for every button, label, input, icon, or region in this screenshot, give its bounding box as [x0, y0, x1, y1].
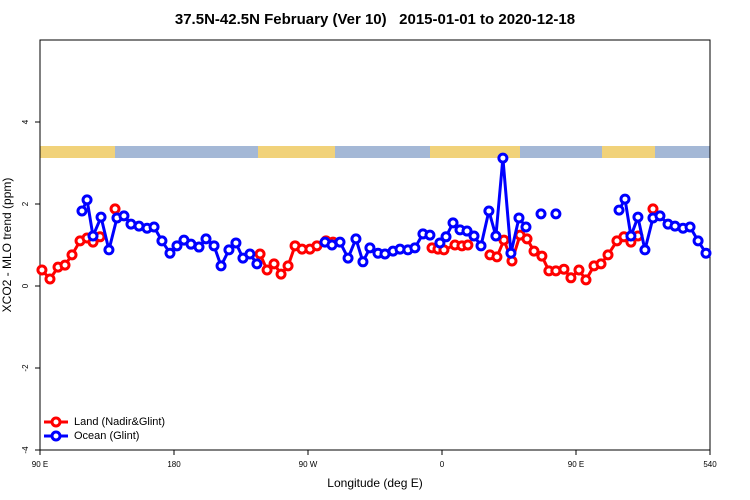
- y-axis-label: XCO2 - MLO trend (ppm): [0, 178, 14, 313]
- point: [66, 249, 78, 261]
- chart-title: 37.5N-42.5N February (Ver 10) 2015-01-01…: [175, 11, 575, 28]
- point: [208, 240, 220, 252]
- x-tick-label: 540: [703, 460, 717, 469]
- point: [468, 230, 480, 242]
- point: [76, 205, 88, 217]
- point: [268, 258, 280, 270]
- point: [230, 237, 242, 249]
- point: [251, 258, 263, 270]
- point: [513, 212, 525, 224]
- point: [462, 239, 474, 251]
- point: [619, 193, 631, 205]
- plot-frame: [39, 39, 711, 451]
- point: [535, 208, 547, 220]
- point: [602, 249, 614, 261]
- point: [87, 230, 99, 242]
- point: [498, 234, 510, 246]
- point: [580, 274, 592, 286]
- y-tick-label: -2: [21, 364, 30, 372]
- point: [364, 242, 376, 254]
- point: [573, 264, 585, 276]
- point: [684, 221, 696, 233]
- point: [424, 229, 436, 241]
- point: [521, 233, 533, 245]
- point: [118, 210, 130, 222]
- point: [350, 233, 362, 245]
- point: [632, 211, 644, 223]
- point: [447, 217, 459, 229]
- point: [109, 203, 121, 215]
- point: [223, 244, 235, 256]
- point: [357, 256, 369, 268]
- y-tick-label: 4: [21, 119, 30, 124]
- point: [613, 204, 625, 216]
- x-tick-label: 90 E: [32, 460, 48, 469]
- point: [565, 272, 577, 284]
- point: [475, 240, 487, 252]
- point: [81, 194, 93, 206]
- point: [647, 203, 659, 215]
- point: [497, 152, 509, 164]
- point: [550, 208, 562, 220]
- x-tick-label: 0: [440, 460, 445, 469]
- legend-marker: [50, 430, 62, 442]
- point: [700, 247, 712, 259]
- y-tick-label: -4: [21, 446, 30, 454]
- point: [409, 242, 421, 254]
- point: [244, 248, 256, 260]
- legend-label: Land (Nadir&Glint): [74, 416, 165, 428]
- point: [461, 225, 473, 237]
- point: [342, 252, 354, 264]
- x-tick-label: 90 W: [299, 460, 318, 469]
- point: [491, 251, 503, 263]
- point: [334, 236, 346, 248]
- point: [692, 235, 704, 247]
- point: [520, 221, 532, 233]
- point: [44, 273, 56, 285]
- point: [639, 244, 651, 256]
- point: [36, 264, 48, 276]
- point: [595, 258, 607, 270]
- point: [536, 250, 548, 262]
- point: [148, 221, 160, 233]
- map-strip: [40, 146, 710, 158]
- point: [59, 259, 71, 271]
- point: [95, 211, 107, 223]
- point: [156, 235, 168, 247]
- point: [490, 230, 502, 242]
- point: [528, 245, 540, 257]
- point: [505, 247, 517, 259]
- point: [282, 260, 294, 272]
- point: [261, 264, 273, 276]
- y-tick-label: 2: [21, 201, 30, 206]
- legend-label: Ocean (Glint): [74, 430, 139, 442]
- x-tick-label: 90 E: [568, 460, 584, 469]
- point: [625, 230, 637, 242]
- x-tick-label: 180: [167, 460, 181, 469]
- point: [434, 237, 446, 249]
- point: [164, 247, 176, 259]
- point: [483, 205, 495, 217]
- point: [193, 241, 205, 253]
- legend-marker: [50, 416, 62, 428]
- point: [275, 268, 287, 280]
- point: [200, 233, 212, 245]
- point: [171, 240, 183, 252]
- point: [103, 244, 115, 256]
- point: [558, 263, 570, 275]
- point: [440, 231, 452, 243]
- point: [254, 248, 266, 260]
- x-axis-label: Longitude (deg E): [327, 476, 422, 490]
- y-tick-label: 0: [21, 283, 30, 288]
- point: [215, 260, 227, 272]
- point: [654, 210, 666, 222]
